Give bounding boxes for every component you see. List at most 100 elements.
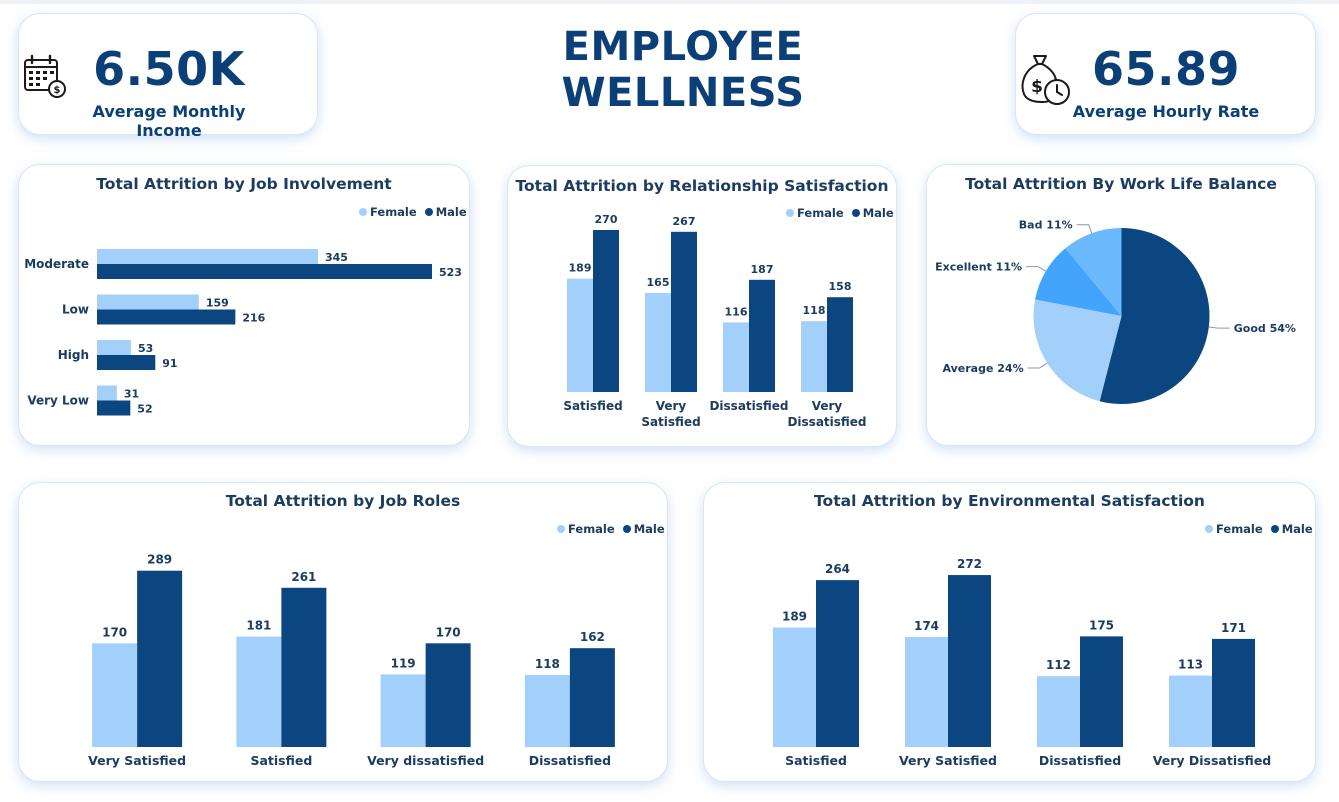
- bar-female-1: [645, 293, 671, 392]
- bar-male-2: [749, 279, 775, 392]
- pie-label-excellent: Excellent 11%: [935, 261, 1022, 274]
- data-label-female-3: 31: [124, 388, 139, 401]
- category-label-2: Very dissatisfied: [367, 753, 484, 768]
- chart-title-relationship-satisfaction: Total Attrition by Relationship Satisfac…: [515, 177, 889, 195]
- bar-female-0: [97, 249, 318, 264]
- pie-leader-line-2: [1026, 266, 1047, 272]
- pie-slice-good: [1099, 228, 1210, 404]
- data-label-male-0: 523: [439, 266, 462, 279]
- chart-title-environmental-satisfaction: Total Attrition by Environmental Satisfa…: [814, 492, 1205, 510]
- bar-female-0: [567, 278, 593, 392]
- legend-swatch-male: [424, 208, 433, 216]
- data-label-female-0: 345: [325, 251, 348, 264]
- data-label-male-1: 272: [957, 557, 982, 571]
- chart-title-job-roles: Total Attrition by Job Roles: [225, 492, 461, 510]
- chart-card-work-life-balance[interactable]: Total Attrition By Work Life Balance Goo…: [926, 164, 1316, 446]
- legend-label-male: Male: [1281, 522, 1313, 536]
- data-label-female-1: 165: [647, 276, 670, 289]
- category-label-3: Dissatisfied: [787, 415, 866, 429]
- bar-male-1: [671, 231, 697, 392]
- data-label-female-3: 118: [803, 304, 826, 317]
- data-label-male-0: 264: [825, 562, 850, 576]
- bar-male-3: [97, 400, 131, 416]
- pie-slice-average: [1033, 299, 1122, 402]
- legend-swatch-male: [851, 209, 860, 217]
- data-label-male-3: 52: [137, 403, 152, 416]
- chart-title-work-life-balance: Total Attrition By Work Life Balance: [965, 175, 1277, 193]
- legend-swatch-female: [786, 209, 794, 217]
- bar-female-2: [97, 340, 131, 355]
- category-label-2: High: [58, 348, 89, 362]
- category-label-0: Very Satisfied: [88, 753, 186, 768]
- bar-male-0: [137, 570, 183, 747]
- data-label-male-2: 170: [436, 625, 461, 639]
- pie-slice-bad: [1065, 228, 1122, 316]
- category-label-0: Moderate: [24, 257, 89, 271]
- pie-leader-line-0: [1208, 326, 1230, 329]
- category-label-0: Satisfied: [785, 753, 847, 768]
- category-label-1: Satisfied: [250, 753, 312, 768]
- legend-label-male: Male: [435, 205, 467, 219]
- data-label-male-2: 175: [1089, 618, 1114, 632]
- bar-female-2: [1037, 676, 1080, 747]
- bar-male-1: [97, 309, 236, 325]
- legend-label-male: Male: [862, 206, 894, 220]
- chart-card-job-involvement[interactable]: Total Attrition by Job Involvement Femal…: [18, 164, 470, 446]
- bar-male-1: [281, 587, 327, 747]
- data-label-female-2: 112: [1046, 658, 1071, 672]
- data-label-female-2: 53: [138, 342, 153, 355]
- category-label-2: Dissatisfied: [709, 399, 788, 413]
- bar-female-0: [773, 627, 816, 747]
- calendar-dollar-icon: $: [23, 54, 67, 104]
- chart-card-job-roles[interactable]: Total Attrition by Job Roles Female Male…: [18, 482, 668, 782]
- bar-female-1: [97, 294, 199, 310]
- legend-job-roles: Female Male: [557, 522, 665, 536]
- data-label-male-3: 158: [829, 280, 852, 293]
- data-label-female-1: 181: [246, 619, 271, 633]
- bar-female-1: [905, 637, 948, 747]
- svg-text:$: $: [54, 85, 61, 96]
- bar-male-3: [569, 648, 615, 747]
- kpi-card-monthly-income[interactable]: $ 6.50K Average Monthly Income: [18, 13, 318, 140]
- pie-slice-excellent: [1035, 248, 1122, 316]
- bar-female-1: [236, 636, 282, 747]
- category-label-2: Dissatisfied: [1039, 753, 1121, 768]
- chart-card-environmental-satisfaction[interactable]: Total Attrition by Environmental Satisfa…: [703, 482, 1316, 782]
- category-label-1: Very: [656, 399, 687, 413]
- chart-job-involvement: 345 523 Moderate 159 216 Low 53 91 High 31 52 Very …: [24, 249, 462, 416]
- bar-female-3: [524, 675, 570, 747]
- svg-text:$: $: [1031, 77, 1043, 97]
- data-label-female-0: 189: [782, 610, 807, 624]
- category-label-3: Very Dissatisfied: [1153, 753, 1272, 768]
- data-label-male-2: 187: [751, 263, 774, 276]
- legend-swatch-female: [557, 525, 565, 533]
- bar-male-3: [1212, 638, 1255, 747]
- chart-card-relationship-satisfaction[interactable]: Total Attrition by Relationship Satisfac…: [507, 165, 897, 447]
- money-bag-clock-icon: $: [1018, 50, 1072, 110]
- bar-male-1: [948, 575, 991, 747]
- legend-swatch-male: [1270, 525, 1279, 533]
- chart-job-roles: 170 289 Very Satisfied 181 261 Satisfied 119 17…: [88, 553, 615, 768]
- kpi-card-hourly-rate[interactable]: $ 65.89 Average Hourly Rate: [1015, 13, 1316, 135]
- legend-swatch-female: [359, 208, 367, 216]
- data-label-female-1: 174: [914, 619, 939, 633]
- category-label-3: Dissatisfied: [529, 753, 611, 768]
- bar-female-0: [92, 643, 138, 747]
- data-label-male-0: 289: [147, 553, 172, 567]
- legend-label-female: Female: [797, 206, 844, 220]
- bar-male-3: [827, 297, 853, 392]
- page-title: EMPLOYEE WELLNESS: [561, 24, 805, 116]
- data-label-female-3: 118: [535, 657, 560, 671]
- legend-label-female: Female: [568, 522, 615, 536]
- pie-label-average: Average 24%: [943, 362, 1024, 375]
- data-label-male-0: 270: [595, 213, 618, 226]
- data-label-male-3: 162: [580, 630, 605, 644]
- legend-label-female: Female: [1216, 522, 1263, 536]
- bar-female-3: [801, 321, 827, 392]
- category-label-3: Very: [812, 399, 843, 413]
- category-label-1: Very Satisfied: [899, 753, 997, 768]
- legend-relationship-satisfaction: Female Male: [786, 206, 894, 220]
- kpi-label-hourly-rate: Average Hourly Rate: [1072, 102, 1260, 121]
- bar-female-3: [1169, 675, 1212, 747]
- chart-environmental-satisfaction: 189 264 Satisfied 174 272 Very Satisfied 112 17…: [773, 557, 1272, 768]
